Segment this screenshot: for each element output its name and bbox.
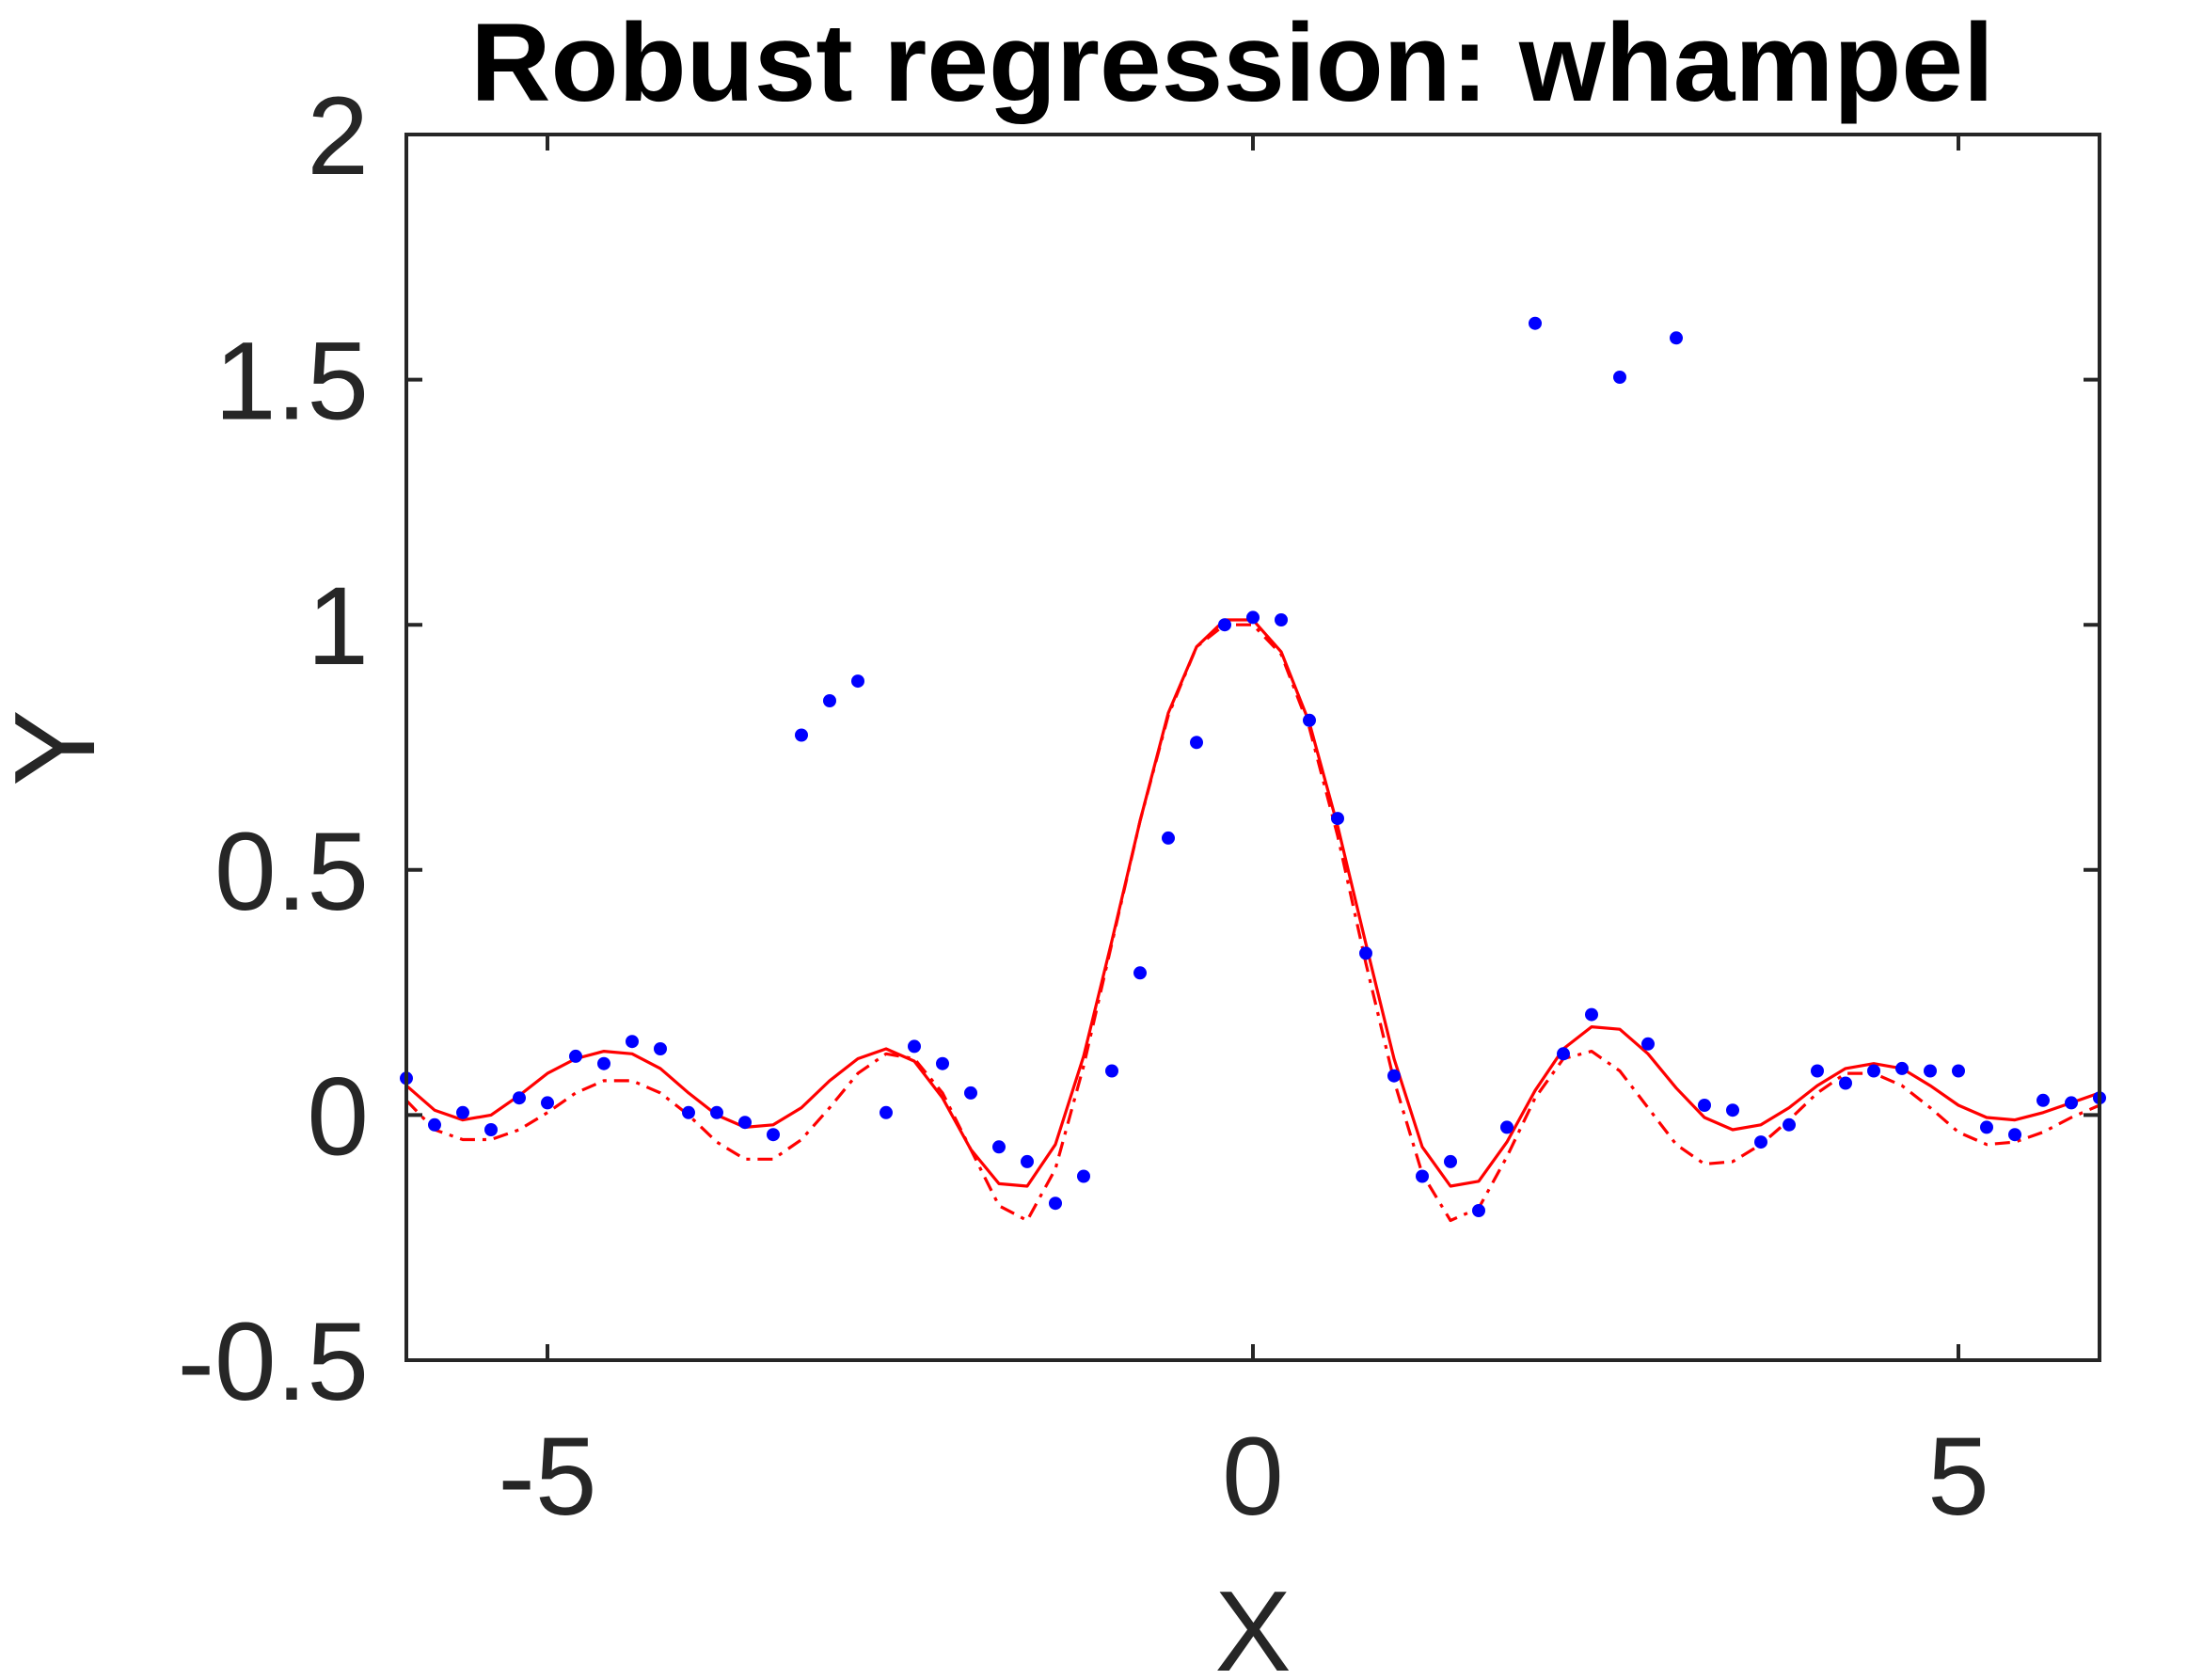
data-point — [1049, 1197, 1062, 1211]
y-tick-label: 1 — [307, 564, 369, 689]
x-tick-label: 0 — [1222, 1415, 1284, 1539]
data-point — [1895, 1061, 1909, 1075]
data-point — [1387, 1069, 1401, 1083]
data-point — [767, 1128, 780, 1142]
data-point — [456, 1105, 469, 1119]
data-point — [964, 1086, 977, 1100]
y-tick-label: 0.5 — [214, 810, 369, 934]
data-point — [1133, 966, 1147, 980]
data-point — [1529, 316, 1542, 330]
data-point — [654, 1042, 667, 1055]
data-point — [992, 1140, 1006, 1154]
data-point — [428, 1117, 441, 1132]
data-point — [1726, 1103, 1739, 1117]
x-axis-label: X — [1214, 1567, 1291, 1680]
data-point — [1077, 1169, 1090, 1183]
y-axis-label: Y — [0, 709, 119, 785]
y-tick-label: 2 — [307, 74, 369, 198]
data-point — [1359, 946, 1372, 960]
data-point — [1472, 1204, 1485, 1217]
chart-title: Robust regression: whampel — [470, 1, 1994, 125]
data-point — [1613, 371, 1626, 384]
data-point — [1218, 618, 1231, 632]
data-point — [1105, 1064, 1118, 1078]
data-point — [513, 1091, 526, 1105]
data-point — [1698, 1099, 1711, 1112]
data-point — [1303, 713, 1316, 727]
data-point — [1557, 1047, 1570, 1061]
data-point — [1783, 1117, 1796, 1132]
data-point — [1021, 1154, 1034, 1168]
data-point — [1162, 831, 1175, 845]
data-point — [541, 1096, 554, 1110]
data-point — [1416, 1169, 1429, 1183]
axis-tick-labels: -5 0 5 -0.5 0 0.5 1 1.5 2 — [178, 74, 1989, 1539]
data-point — [738, 1116, 752, 1130]
data-point — [1585, 1007, 1598, 1022]
y-tick-label: 1.5 — [214, 320, 369, 444]
y-tick-label: 0 — [307, 1054, 369, 1179]
data-point — [1839, 1076, 1852, 1090]
data-point — [710, 1105, 723, 1119]
data-point — [1641, 1037, 1655, 1051]
data-point — [1811, 1064, 1824, 1078]
x-tick-label: 5 — [1927, 1415, 1989, 1539]
data-point — [1670, 331, 1683, 345]
data-point — [484, 1123, 498, 1136]
data-point — [1754, 1135, 1767, 1149]
data-point — [1246, 610, 1260, 625]
data-point — [1275, 613, 1288, 626]
data-point — [2008, 1128, 2021, 1142]
data-point — [880, 1105, 893, 1119]
data-point — [1952, 1064, 1965, 1078]
axis-ticks — [406, 133, 2100, 1362]
data-points — [400, 316, 2106, 1217]
data-point — [936, 1056, 949, 1070]
data-point — [682, 1105, 695, 1119]
data-point — [851, 674, 864, 689]
y-tick-label: -0.5 — [178, 1300, 369, 1424]
data-point — [2065, 1096, 2078, 1110]
data-point — [597, 1056, 610, 1070]
data-point — [1924, 1064, 1937, 1078]
data-point — [1867, 1064, 1880, 1078]
data-point — [1331, 812, 1344, 826]
data-point — [1444, 1154, 1457, 1168]
x-tick-label: -5 — [499, 1415, 597, 1539]
data-point — [795, 728, 808, 742]
data-point — [1500, 1120, 1513, 1134]
data-point — [1190, 736, 1203, 750]
data-point — [2036, 1093, 2050, 1107]
data-point — [823, 694, 836, 707]
data-point — [626, 1035, 639, 1049]
data-point — [1980, 1120, 1993, 1134]
data-point — [569, 1049, 582, 1063]
plot-area — [406, 135, 2100, 1360]
data-point — [908, 1039, 921, 1054]
